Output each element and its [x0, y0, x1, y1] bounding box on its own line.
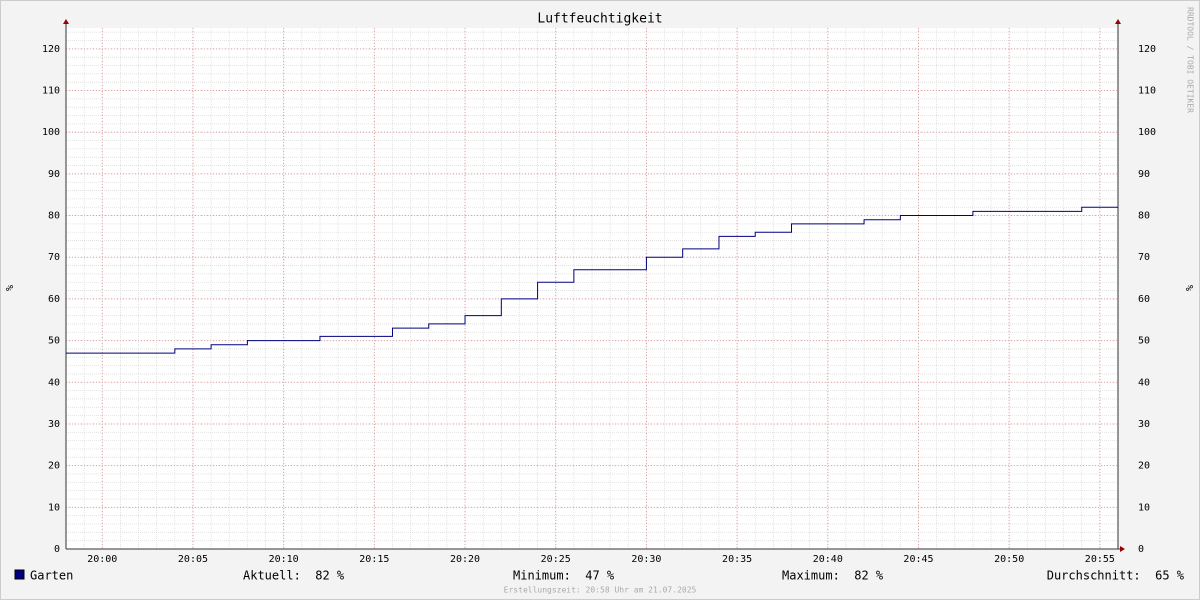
y-tick-label: 20	[48, 461, 60, 472]
x-tick-label: 20:20	[450, 554, 480, 565]
x-tick-label: 20:10	[269, 554, 299, 565]
x-tick-label: 20:25	[541, 554, 571, 565]
y-tick-label: 90	[48, 169, 60, 180]
x-tick-label: 20:30	[631, 554, 661, 565]
y-tick-label: 30	[48, 419, 60, 430]
x-tick-label: 20:50	[994, 554, 1024, 565]
y-tick-label: 40	[48, 377, 60, 388]
y-axis-label: %	[5, 285, 16, 291]
y-tick-label: 50	[48, 336, 60, 347]
y-tick-label: 10	[1138, 502, 1150, 513]
y-axis-label: %	[1185, 285, 1196, 291]
y-tick-label: 40	[1138, 377, 1150, 388]
y-tick-label: 110	[42, 86, 60, 97]
axis-arrow	[63, 19, 69, 24]
legend-label: Garten	[30, 569, 73, 583]
y-tick-label: 60	[1138, 294, 1150, 305]
axis-arrow	[1115, 19, 1121, 24]
y-tick-label: 60	[48, 294, 60, 305]
y-tick-label: 50	[1138, 336, 1150, 347]
x-tick-label: 20:55	[1085, 554, 1115, 565]
x-tick-label: 20:00	[87, 554, 117, 565]
footer: Erstellungszeit: 20:58 Uhr am 21.07.2025	[504, 586, 697, 595]
stat: Maximum: 82 %	[782, 569, 884, 583]
y-tick-label: 120	[42, 44, 60, 55]
y-tick-label: 0	[54, 544, 60, 555]
x-tick-label: 20:40	[813, 554, 843, 565]
y-tick-label: 120	[1138, 44, 1156, 55]
axis-arrow	[1120, 546, 1125, 552]
data-line	[66, 206, 1118, 354]
x-tick-label: 20:15	[359, 554, 389, 565]
y-tick-label: 70	[48, 252, 60, 263]
x-tick-label: 20:05	[178, 554, 208, 565]
chart-title: Luftfeuchtigkeit	[537, 12, 662, 27]
legend-swatch	[14, 569, 25, 580]
watermark: RRDTOOL / TOBI OETIKER	[1186, 7, 1195, 113]
y-tick-label: 70	[1138, 252, 1150, 263]
stat: Minimum: 47 %	[513, 569, 615, 583]
x-tick-label: 20:45	[903, 554, 933, 565]
y-tick-label: 80	[1138, 211, 1150, 222]
y-tick-label: 100	[42, 127, 60, 138]
y-tick-label: 90	[1138, 169, 1150, 180]
y-tick-label: 80	[48, 211, 60, 222]
stat: Durchschnitt: 65 %	[1047, 569, 1185, 583]
stat: Aktuell: 82 %	[243, 569, 345, 583]
y-tick-label: 110	[1138, 86, 1156, 97]
y-tick-label: 10	[48, 502, 60, 513]
x-tick-label: 20:35	[722, 554, 752, 565]
y-tick-label: 100	[1138, 127, 1156, 138]
y-tick-label: 30	[1138, 419, 1150, 430]
y-tick-label: 20	[1138, 461, 1150, 472]
y-tick-label: 0	[1138, 544, 1144, 555]
